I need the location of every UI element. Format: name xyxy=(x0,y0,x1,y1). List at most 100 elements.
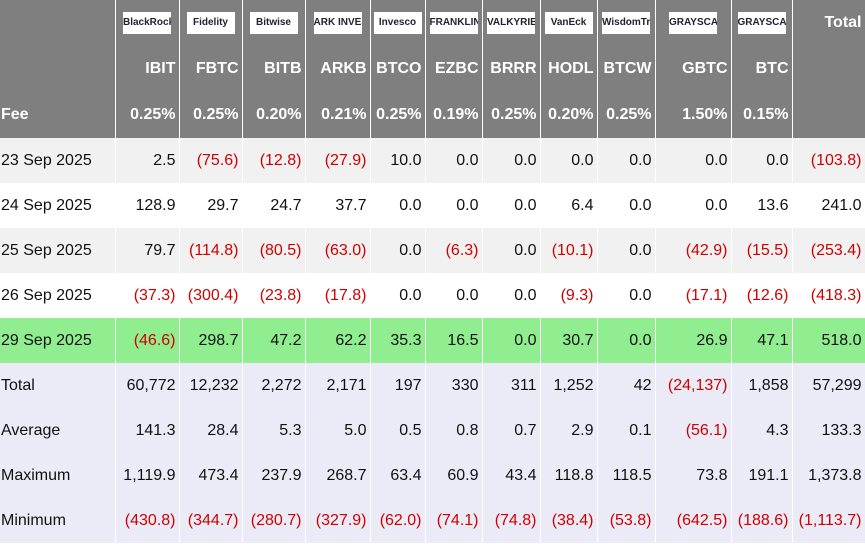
flow-value: 237.9 xyxy=(242,453,306,498)
flow-value: 35.3 xyxy=(370,318,426,363)
table-body: 23 Sep 2025 2.5 (75.6) (12.8) (27.9) 10.0 0.0 0… xyxy=(0,138,865,543)
flow-value: 0.0 xyxy=(370,183,426,228)
fee: 0.25% xyxy=(370,92,426,138)
flow-value: 29.7 xyxy=(179,183,243,228)
flow-value: 0.1 xyxy=(597,408,656,453)
flow-value: 473.4 xyxy=(179,453,243,498)
corner-cell xyxy=(0,0,116,45)
flow-value: (42.9) xyxy=(655,228,732,273)
corner-cell xyxy=(0,45,116,92)
flow-value: (56.1) xyxy=(655,408,732,453)
ticker: BTCW xyxy=(597,45,656,92)
logo-cell: ARK INVEST xyxy=(305,0,371,45)
flow-value: 0.0 xyxy=(425,138,483,183)
flow-value: 141.3 xyxy=(115,408,180,453)
flow-value: (1,113.7) xyxy=(792,498,865,543)
fee-label: Fee xyxy=(0,92,116,138)
flow-value: (418.3) xyxy=(792,273,865,318)
flow-value: (280.7) xyxy=(242,498,306,543)
flow-value: (75.6) xyxy=(179,138,243,183)
flow-value: (430.8) xyxy=(115,498,180,543)
issuer-logo: GRAYSCALE xyxy=(669,11,717,34)
flow-value: 0.0 xyxy=(482,183,541,228)
flow-value: 57,299 xyxy=(792,363,865,408)
flow-value: 0.0 xyxy=(655,138,732,183)
logo-cell: BlackRock xyxy=(115,0,180,45)
flow-value: 0.0 xyxy=(597,273,656,318)
ticker: ARKB xyxy=(305,45,371,92)
data-row: 26 Sep 2025 (37.3) (300.4) (23.8) (17.8) 0.0 0… xyxy=(0,273,865,318)
data-row: 25 Sep 2025 79.7 (114.8) (80.5) (63.0) 0.0 (6.… xyxy=(0,228,865,273)
flow-value: 0.7 xyxy=(482,408,541,453)
flow-value: 1,858 xyxy=(731,363,793,408)
flow-value: 5.0 xyxy=(305,408,371,453)
flow-value: 0.8 xyxy=(425,408,483,453)
flow-value: 241.0 xyxy=(792,183,865,228)
flow-value: 311 xyxy=(482,363,541,408)
issuer-logo: FRANKLIN TEMPLETON xyxy=(429,11,478,34)
flow-value: (62.0) xyxy=(370,498,426,543)
logo-cell: FRANKLIN TEMPLETON xyxy=(425,0,483,45)
flow-value: (46.6) xyxy=(115,318,180,363)
flow-value: 1,373.8 xyxy=(792,453,865,498)
data-row: 23 Sep 2025 2.5 (75.6) (12.8) (27.9) 10.0 0.0 0… xyxy=(0,138,865,183)
fee: 0.25% xyxy=(115,92,180,138)
fee: 0.15% xyxy=(731,92,793,138)
flow-value: 0.0 xyxy=(482,318,541,363)
flow-value: 43.4 xyxy=(482,453,541,498)
flow-value: 298.7 xyxy=(179,318,243,363)
flow-value: (103.8) xyxy=(792,138,865,183)
flow-value: 118.8 xyxy=(540,453,598,498)
row-label: 25 Sep 2025 xyxy=(0,228,116,273)
flow-value: (188.6) xyxy=(731,498,793,543)
row-label: Average xyxy=(0,408,116,453)
flow-value: 197 xyxy=(370,363,426,408)
flow-value: (53.8) xyxy=(597,498,656,543)
flow-value: (17.1) xyxy=(655,273,732,318)
flow-value: (12.8) xyxy=(242,138,306,183)
flow-value: (24,137) xyxy=(655,363,732,408)
row-label: 29 Sep 2025 xyxy=(0,318,116,363)
flow-value: 4.3 xyxy=(731,408,793,453)
flow-value: (15.5) xyxy=(731,228,793,273)
fee: 0.25% xyxy=(179,92,243,138)
flow-value: 28.4 xyxy=(179,408,243,453)
row-label: 24 Sep 2025 xyxy=(0,183,116,228)
ticker-row: IBIT FBTC BITB ARKB BTCO EZBC BRRR HODL BTCW GBTC… xyxy=(0,45,865,92)
corner-cell xyxy=(792,92,865,138)
logo-cell: GRAYSCALE xyxy=(731,0,793,45)
fee-row: Fee 0.25% 0.25% 0.20% 0.21% 0.25% 0.19% 0.25% 0.… xyxy=(0,92,865,138)
ticker: BTCO xyxy=(370,45,426,92)
flow-value: (27.9) xyxy=(305,138,371,183)
fee: 0.20% xyxy=(242,92,306,138)
flow-value: 60.9 xyxy=(425,453,483,498)
flow-value: 118.5 xyxy=(597,453,656,498)
flow-value: 37.7 xyxy=(305,183,371,228)
flow-value: (38.4) xyxy=(540,498,598,543)
flow-value: 128.9 xyxy=(115,183,180,228)
fee: 0.20% xyxy=(540,92,598,138)
flow-value: 0.0 xyxy=(655,183,732,228)
corner-cell xyxy=(792,45,865,92)
row-label: Minimum xyxy=(0,498,116,543)
issuer-logo: BlackRock xyxy=(123,11,171,34)
flow-value: 6.4 xyxy=(540,183,598,228)
flow-value: 60,772 xyxy=(115,363,180,408)
flow-value: (344.7) xyxy=(179,498,243,543)
flow-value: 2.9 xyxy=(540,408,598,453)
fee: 1.50% xyxy=(655,92,732,138)
fee: 0.25% xyxy=(597,92,656,138)
flow-value: 63.4 xyxy=(370,453,426,498)
row-label: Total xyxy=(0,363,116,408)
flow-value: 0.0 xyxy=(482,273,541,318)
flow-value: (10.1) xyxy=(540,228,598,273)
flow-value: (74.8) xyxy=(482,498,541,543)
flow-value: 79.7 xyxy=(115,228,180,273)
issuer-logo: VanEck xyxy=(544,11,593,34)
flow-value: (253.4) xyxy=(792,228,865,273)
row-label: Maximum xyxy=(0,453,116,498)
issuer-logo: Bitwise xyxy=(249,11,298,34)
flow-value: 330 xyxy=(425,363,483,408)
